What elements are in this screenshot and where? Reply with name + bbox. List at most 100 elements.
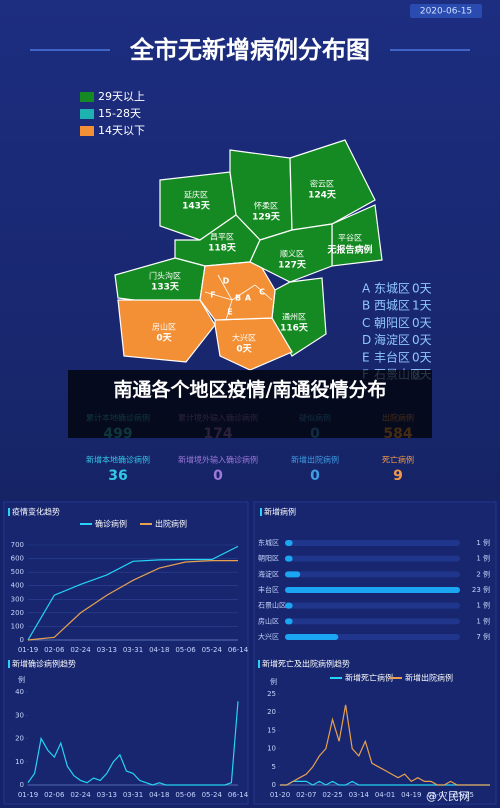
category-label: 海淀区 — [258, 569, 279, 578]
legend-swatch — [80, 109, 94, 119]
urban-letter: F — [210, 291, 215, 300]
chart-title: 新增病例 — [264, 507, 296, 517]
y-tick-label: 300 — [11, 595, 24, 603]
y-tick-label: 15 — [267, 726, 276, 734]
district-days: 无报告病例 — [326, 244, 372, 256]
district-days: 129天 — [252, 212, 281, 223]
urban-days: 0天 — [412, 333, 432, 347]
y-tick-label: 100 — [11, 622, 24, 630]
x-tick-label: 01-20 — [270, 791, 290, 799]
y-tick-label: 25 — [267, 690, 276, 698]
stat-label: 新增本地确诊病例 — [86, 455, 150, 465]
district-name: 平谷区 — [338, 234, 362, 243]
panel — [3, 501, 249, 805]
category-label: 朝阳区 — [258, 554, 279, 563]
series-line — [27, 701, 239, 786]
category-label: 丰台区 — [258, 585, 279, 594]
category-label: 东城区 — [258, 538, 279, 547]
series-line — [27, 559, 238, 641]
x-tick-label: 05-24 — [202, 791, 223, 799]
urban-border — [231, 284, 273, 301]
y-axis-label: 例 — [270, 677, 277, 686]
overlay-banner: 南通各个地区疫情/南通役情分布 — [68, 370, 432, 438]
y-tick-label: 0 — [20, 636, 24, 644]
x-tick-label: 05-24 — [202, 646, 223, 654]
district-name: 延庆区 — [184, 190, 208, 200]
y-tick-label: 30 — [15, 711, 24, 719]
x-tick-label: 04-01 — [375, 791, 395, 799]
bar — [285, 602, 293, 609]
district-days: 118天 — [208, 243, 237, 254]
chart-title: 新增死亡及出院病例趋势 — [262, 659, 350, 669]
date-box — [410, 4, 482, 18]
x-tick-label: 06-14 — [228, 791, 249, 799]
x-tick-label: 02-24 — [70, 646, 91, 654]
title-marker — [258, 660, 260, 668]
x-tick-label: 03-31 — [123, 791, 143, 799]
urban-letter: E — [362, 350, 370, 364]
bar-track — [285, 571, 460, 578]
value-label: 1 例 — [476, 616, 490, 625]
district — [289, 139, 376, 231]
y-tick-label: 10 — [15, 758, 24, 766]
series-line — [280, 780, 490, 786]
x-tick-label: 04-18 — [149, 791, 169, 799]
bar-track — [285, 618, 460, 625]
district-name: 昌平区 — [210, 233, 234, 242]
series-line — [280, 704, 490, 786]
y-tick-label: 20 — [267, 708, 276, 716]
chart-title: 疫情变化趋势 — [12, 507, 60, 517]
x-tick-label: 02-24 — [70, 791, 91, 799]
x-tick-label: 04-18 — [149, 646, 169, 654]
legend-label: 15-28天 — [98, 107, 141, 120]
district-name: 通州区 — [282, 312, 306, 322]
x-tick-label: 03-31 — [123, 646, 143, 654]
y-tick-label: 600 — [11, 555, 24, 563]
legend-label: 新增出院病例 — [405, 673, 453, 683]
urban-days: 0天 — [412, 316, 432, 330]
map: 延庆区 143天 怀柔区 129天 密云区 124天 昌平区 118天 平谷区 … — [114, 139, 383, 371]
x-tick-label: 03-13 — [97, 646, 117, 654]
bar — [285, 555, 293, 562]
x-tick-label: 02-06 — [44, 791, 65, 799]
x-tick-label: 01-19 — [18, 646, 38, 654]
district-days: 133天 — [151, 282, 180, 293]
x-tick-label: 02-25 — [322, 791, 342, 799]
urban-days: 0天 — [412, 282, 432, 296]
x-tick-label: 05-06 — [175, 791, 196, 799]
stat-label: 新增境外输入确诊病例 — [178, 455, 258, 465]
district-days: 0天 — [156, 333, 172, 344]
title-marker — [8, 508, 10, 516]
value-label: 7 例 — [476, 632, 490, 641]
district-days: 116天 — [280, 323, 309, 334]
date: 2020-06-15 — [420, 7, 472, 17]
x-tick-label: 06-14 — [228, 646, 249, 654]
category-label: 大兴区 — [258, 632, 279, 641]
x-tick-label: 03-13 — [97, 791, 117, 799]
legend-swatch — [80, 126, 94, 136]
y-tick-label: 200 — [11, 609, 24, 617]
stat-label: 新增出院病例 — [291, 455, 339, 465]
footer: @人民网 — [426, 790, 470, 803]
chart-title: 新增确诊病例趋势 — [12, 659, 76, 669]
bar — [285, 587, 460, 593]
legend-label: 确诊病例 — [95, 519, 127, 529]
urban-letter: A — [245, 294, 252, 303]
urban-letter: B — [362, 299, 370, 313]
district-name: 密云区 — [310, 179, 334, 189]
urban-letter: B — [235, 294, 241, 303]
urban-letter: A — [362, 282, 371, 296]
urban-name: 海淀区 — [374, 332, 410, 347]
stat-value: 36 — [108, 468, 127, 484]
y-tick-label: 20 — [15, 735, 24, 743]
y-tick-label: 400 — [11, 582, 24, 590]
bar — [285, 571, 301, 578]
category-label: 石景山区 — [258, 601, 286, 610]
x-tick-label: 02-07 — [296, 791, 316, 799]
stat-label: 死亡病例 — [382, 455, 414, 465]
panel — [253, 501, 497, 805]
district — [117, 299, 216, 363]
urban-days: 1天 — [412, 299, 432, 313]
bar — [285, 634, 339, 640]
title-marker — [260, 508, 262, 516]
